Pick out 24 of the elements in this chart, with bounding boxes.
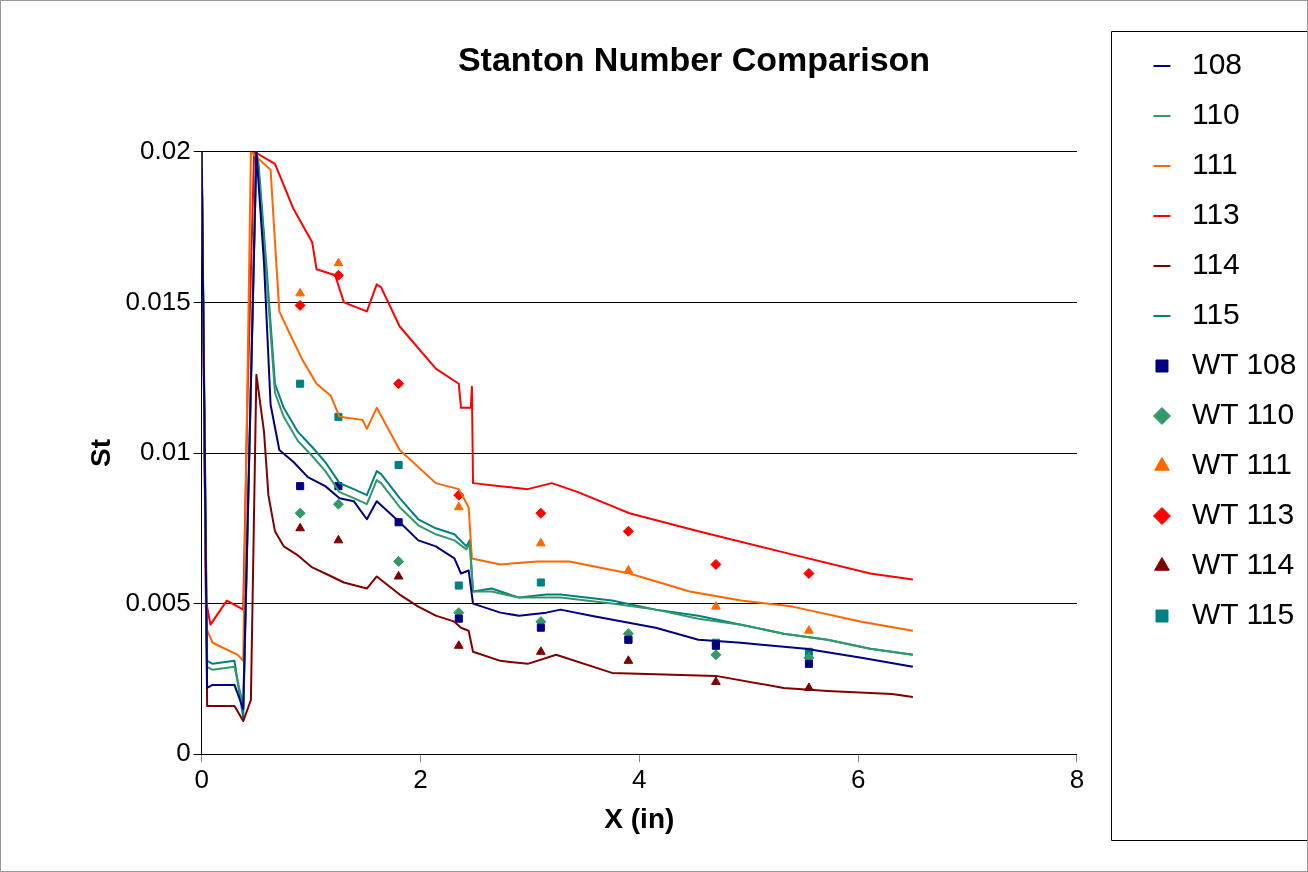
legend-label: WT 108: [1191, 347, 1297, 381]
chart-title: Stanton Number Comparison: [457, 39, 931, 78]
legend-label: WT 115: [1191, 597, 1295, 631]
y-axis-title: St: [84, 439, 116, 467]
legend-label: WT 114: [1191, 547, 1295, 581]
y-tick-label: 0.005: [125, 586, 191, 617]
y-tick-label: 0.02: [140, 134, 191, 165]
y-tick-label: 0.015: [125, 285, 191, 316]
legend-label: 111: [1191, 147, 1238, 181]
x-tick-label: 4: [632, 763, 647, 794]
y-tick-label: 0: [176, 737, 191, 768]
legend-label: 114: [1191, 247, 1240, 281]
x-axis-title: X (in): [604, 802, 675, 834]
x-tick-label: 6: [850, 763, 866, 794]
x-tick-label: 2: [413, 763, 428, 794]
legend-label: 113: [1191, 197, 1240, 231]
legend-label: 115: [1191, 297, 1240, 331]
legend-label: WT 110: [1191, 397, 1295, 431]
y-tick-label: 0.01: [140, 436, 191, 467]
legend-label: WT 113: [1191, 497, 1295, 531]
legend-label: 108: [1191, 47, 1243, 81]
legend-label: 110: [1191, 97, 1240, 131]
legend-label: WT 111: [1191, 447, 1293, 481]
x-tick-label: 8: [1069, 763, 1085, 794]
